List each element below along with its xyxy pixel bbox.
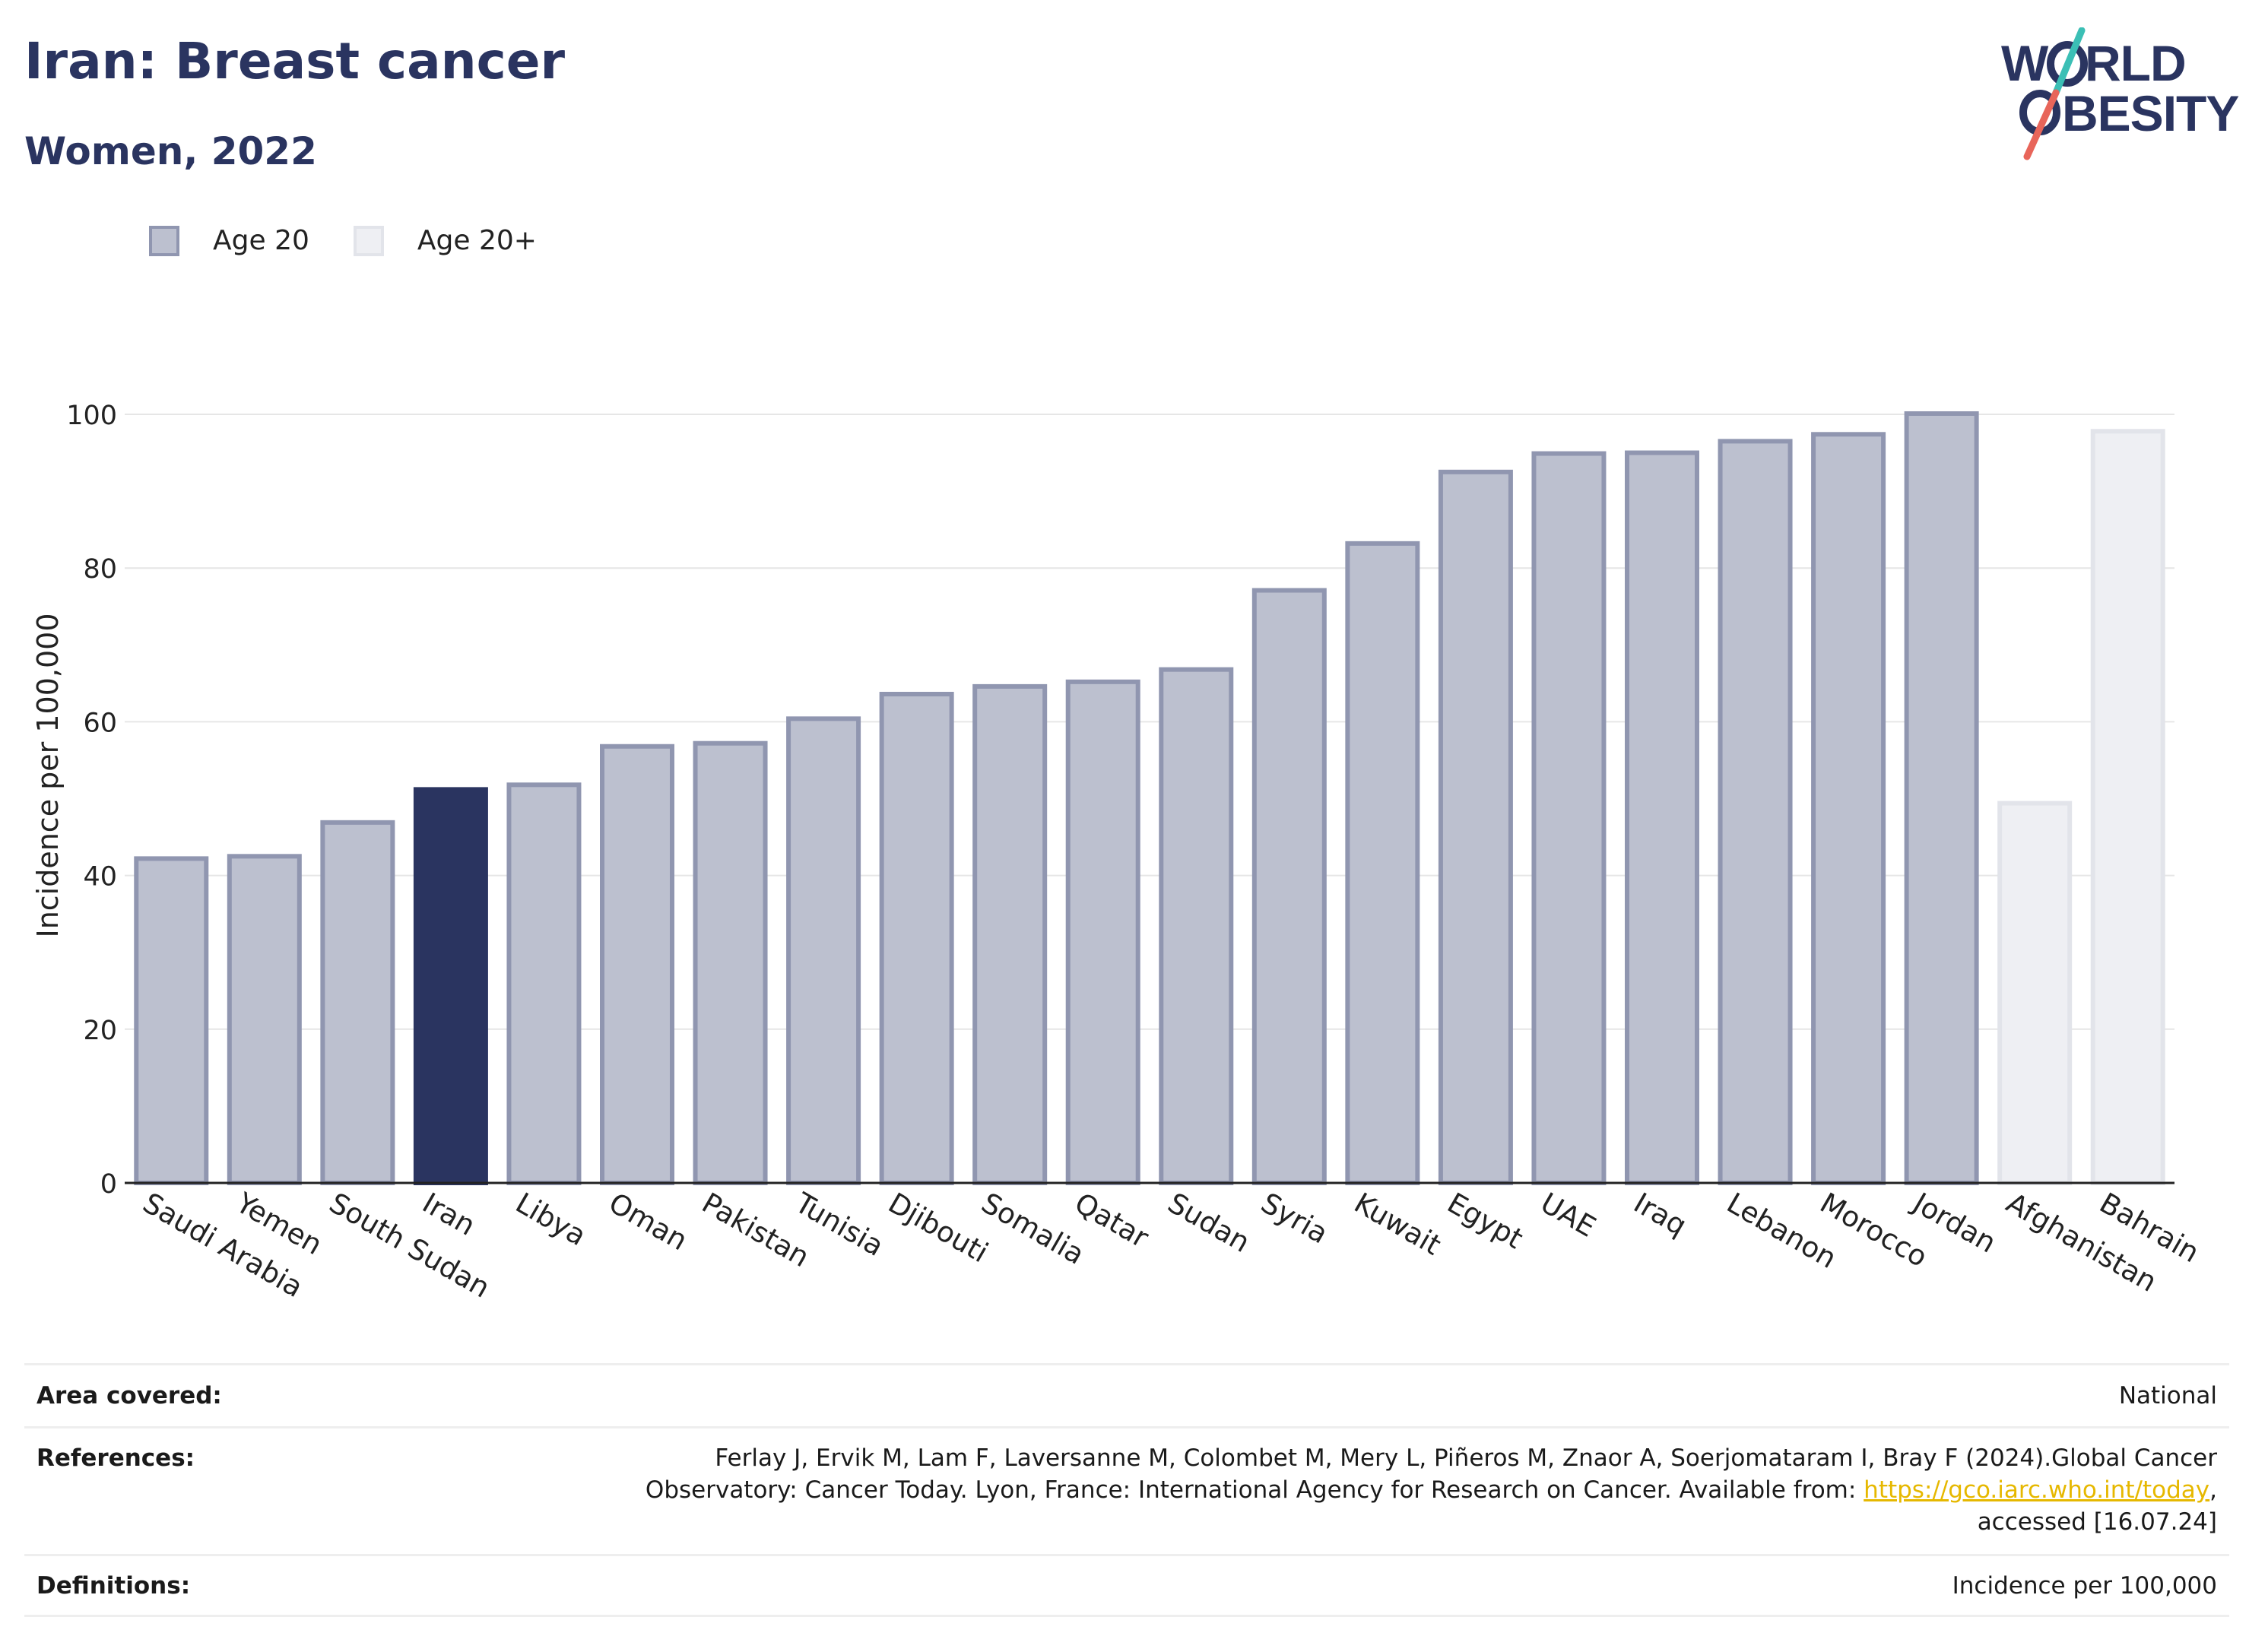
bar-tunisia[interactable] [786, 716, 861, 1185]
y-tick-label: 100 [66, 401, 117, 431]
legend: Age 20 Age 20+ [149, 225, 581, 256]
footer-ref-line2: Observatory: Cancer Today. Lyon, France:… [645, 1476, 2217, 1504]
bar-pakistan[interactable] [693, 740, 768, 1185]
x-tick-label: South Sudan [324, 1187, 496, 1305]
y-tick-label: 80 [83, 554, 117, 585]
bar-uae[interactable] [1531, 451, 1607, 1185]
footer-def-value: Incidence per 100,000 [1952, 1571, 2217, 1600]
x-tick-label: Pakistan [696, 1187, 815, 1274]
bar-oman[interactable] [600, 744, 674, 1185]
y-tick-label: 0 [100, 1169, 117, 1200]
logo-text-rld: RLD [2085, 35, 2186, 91]
legend-label-age20plus: Age 20+ [417, 225, 537, 256]
bar-kuwait[interactable] [1345, 541, 1420, 1185]
bars [134, 411, 2165, 1186]
bar-south-sudan[interactable] [320, 820, 395, 1185]
footer-ref-value: Ferlay J, Ervik M, Lam F, Laversanne M, … [646, 1442, 2229, 1554]
legend-label-age20: Age 20 [213, 225, 309, 256]
x-tick-label: Sudan [1163, 1187, 1255, 1260]
footer-row-area: Area covered: National [24, 1363, 2229, 1426]
bar-saudi-arabia[interactable] [134, 856, 209, 1186]
logo-o-ring-top [2047, 41, 2088, 87]
bar-bahrain[interactable] [2090, 429, 2165, 1185]
footer-ref-line3: accessed [16.07.24] [1977, 1508, 2217, 1536]
legend-item-age20plus[interactable]: Age 20+ [353, 225, 537, 256]
world-obesity-logo: W RLD BESITY [2001, 27, 2239, 160]
logo-letter-w: W [2001, 35, 2049, 91]
bar-djibouti[interactable] [879, 692, 954, 1185]
x-tick-label: Djibouti [883, 1187, 994, 1270]
bar-egypt[interactable] [1438, 469, 1513, 1185]
x-tick-label: Egypt [1442, 1187, 1528, 1256]
bar-jordan[interactable] [1904, 411, 1979, 1185]
x-tick-label: Somalia [976, 1187, 1090, 1271]
bar-iran[interactable] [413, 787, 488, 1186]
legend-swatch-age20 [149, 225, 179, 256]
bar-lebanon[interactable] [1718, 439, 1793, 1185]
logo-slash-teal [2052, 27, 2086, 97]
footer-area-value: National [2118, 1382, 2217, 1409]
x-tick-label: Oman [604, 1187, 693, 1257]
bar-qatar[interactable] [1065, 679, 1140, 1185]
y-tick-label: 40 [83, 862, 117, 893]
bar-syria[interactable] [1251, 588, 1327, 1185]
y-tick-label: 60 [83, 708, 117, 738]
y-axis-label: Incidence per 100,000 [31, 613, 65, 937]
footer-ref-line1: Ferlay J, Ervik M, Lam F, Laversanne M, … [715, 1444, 2217, 1472]
footer-ref-label: References: [36, 1444, 195, 1472]
bar-libya[interactable] [506, 782, 582, 1185]
x-tick-label: UAE [1535, 1187, 1601, 1244]
footer-row-definitions: Definitions: Incidence per 100,000 [24, 1554, 2229, 1617]
x-tick-label: Kuwait [1349, 1187, 1447, 1262]
y-tick-label: 20 [83, 1016, 117, 1046]
footer-area-label: Area covered: [36, 1382, 222, 1409]
x-tick-label: Syria [1255, 1187, 1334, 1251]
x-tick-label: Iraq [1629, 1187, 1692, 1242]
bar-yemen[interactable] [227, 854, 302, 1185]
bar-sudan[interactable] [1159, 667, 1234, 1185]
footer-def-label: Definitions: [36, 1571, 191, 1600]
logo-text-besity: BESITY [2062, 85, 2238, 141]
y-axis-ticks: 0 20 40 60 80 100 [66, 401, 117, 1200]
x-tick-label: Iran [417, 1187, 481, 1242]
chart-subtitle: Women, 2022 [24, 129, 317, 173]
footer-ref-line2-text: Observatory: Cancer Today. Lyon, France:… [645, 1476, 1857, 1504]
legend-swatch-age20plus [353, 225, 384, 256]
bar-morocco[interactable] [1811, 432, 1886, 1185]
bar-somalia[interactable] [972, 683, 1048, 1185]
bar-iraq[interactable] [1625, 450, 1699, 1185]
bar-afghanistan[interactable] [1997, 801, 2073, 1186]
footer-ref-link[interactable]: https://gco.iarc.who.int/today [1864, 1476, 2210, 1504]
logo-slash-coral [2023, 89, 2060, 160]
legend-item-age20[interactable]: Age 20 [149, 225, 309, 256]
x-tick-label: Saudi Arabia [138, 1187, 309, 1305]
footer-table: Area covered: National References: Ferla… [24, 1363, 2229, 1617]
footer-row-references: References: Ferlay J, Ervik M, Lam F, La… [24, 1426, 2229, 1554]
x-tick-label: Libya [510, 1187, 592, 1253]
chart-title: Iran: Breast cancer [24, 32, 566, 90]
